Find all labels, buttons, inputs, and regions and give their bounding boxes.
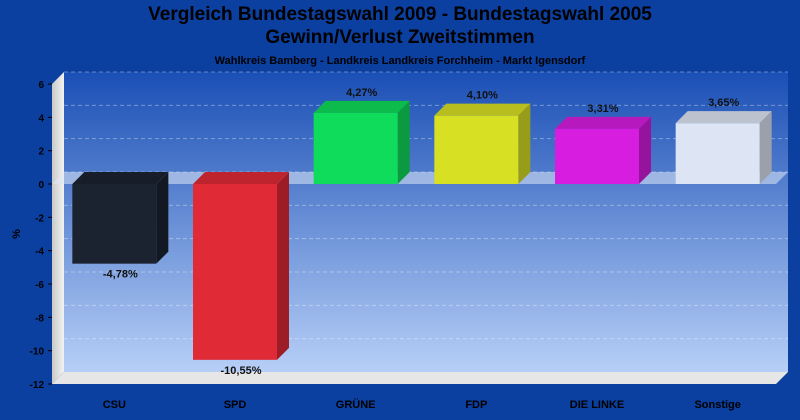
bar-side	[518, 103, 531, 184]
bar-die-linke	[555, 116, 651, 184]
x-category-label: SPD	[224, 399, 247, 411]
y-tick-label: -8	[35, 313, 44, 324]
bar-value-label: 3,65%	[708, 97, 739, 109]
bar-top	[434, 103, 531, 116]
bar-front	[555, 128, 639, 184]
chart-region: Wahlkreis Bamberg - Landkreis Landkreis …	[214, 55, 586, 67]
plot-left-wall	[52, 72, 64, 384]
bar-top	[313, 100, 410, 113]
bar-side	[156, 172, 169, 264]
bar-front	[675, 123, 760, 184]
y-tick-label: 0	[38, 180, 44, 191]
bar-top	[675, 111, 772, 124]
bar-top	[72, 172, 169, 184]
x-category-label: GRÜNE	[336, 398, 376, 411]
bar-value-label: 4,10%	[467, 90, 498, 102]
bar-side	[759, 111, 772, 184]
y-tick-label: -4	[35, 247, 44, 258]
bar-fdp	[434, 103, 531, 184]
x-category-label: FDP	[465, 399, 487, 411]
bar-csu	[72, 172, 169, 264]
x-category-label: DIE LINKE	[570, 399, 624, 411]
bar-side	[639, 116, 651, 184]
bar-side	[397, 100, 410, 184]
y-tick-label: -6	[35, 280, 44, 291]
x-category-label: CSU	[103, 399, 126, 411]
bar-front	[193, 184, 277, 360]
bar-value-label: 4,27%	[346, 87, 377, 99]
bar-spd	[193, 172, 289, 360]
bar-top	[193, 172, 289, 184]
bar-front	[313, 112, 398, 184]
y-tick-label: -2	[35, 213, 44, 224]
y-tick-label: -10	[30, 347, 45, 358]
bar-front	[434, 115, 519, 184]
bar-front	[72, 184, 157, 264]
bar-value-label: -4,78%	[103, 269, 138, 281]
plot-floor	[52, 372, 788, 384]
y-axis-label: %	[11, 229, 23, 239]
plot-area	[64, 72, 788, 372]
chart-subtitle: Gewinn/Verlust Zweitstimmen	[265, 27, 535, 48]
x-category-label: Sonstige	[694, 399, 740, 411]
bar-side	[277, 172, 289, 360]
bar-value-label: -10,55%	[221, 365, 262, 377]
bar-grüne	[313, 100, 410, 184]
chart-title: Vergleich Bundestagswahl 2009 - Bundesta…	[148, 4, 652, 25]
bar-value-label: 3,31%	[587, 103, 618, 115]
bar-sonstige	[675, 111, 772, 184]
y-tick-label: 4	[38, 113, 44, 124]
bar-top	[555, 116, 651, 129]
y-tick-label: 2	[38, 147, 44, 158]
y-tick-label: 6	[38, 80, 44, 91]
y-tick-label: -12	[30, 380, 45, 391]
